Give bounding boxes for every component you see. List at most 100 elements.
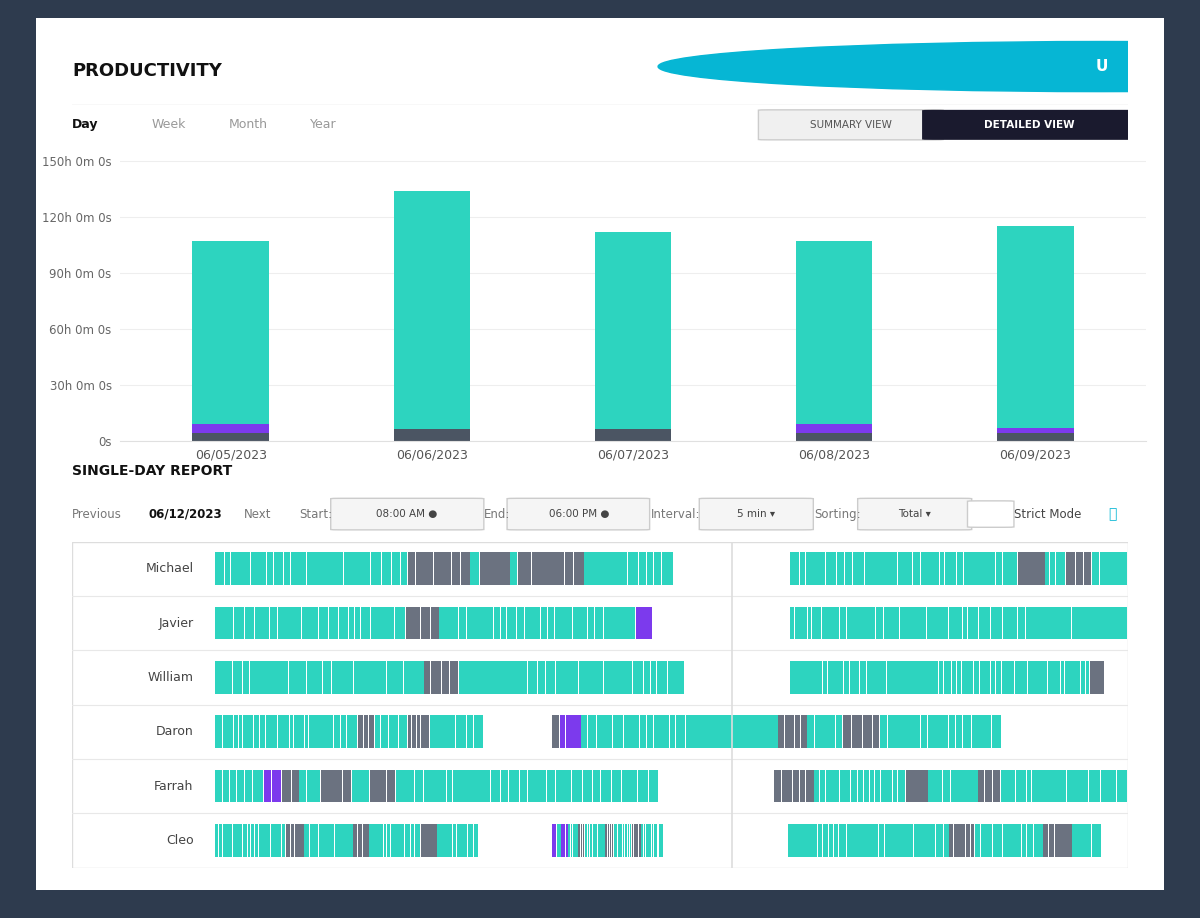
Bar — [286, 607, 295, 639]
Bar — [906, 824, 913, 856]
Bar — [227, 824, 233, 856]
Bar — [580, 607, 587, 639]
Bar — [997, 226, 1074, 428]
Bar — [860, 661, 866, 694]
Bar — [520, 769, 527, 802]
Bar — [391, 824, 394, 856]
Bar — [395, 607, 406, 639]
Bar — [1038, 607, 1045, 639]
Bar — [884, 607, 890, 639]
Bar — [215, 715, 218, 748]
Bar — [604, 824, 605, 856]
Bar — [796, 661, 803, 694]
Bar — [379, 661, 386, 694]
Bar — [817, 607, 821, 639]
Bar — [720, 715, 730, 748]
Bar — [294, 715, 300, 748]
Bar — [973, 607, 978, 639]
Bar — [269, 661, 281, 694]
Bar — [382, 553, 391, 585]
Bar — [906, 769, 913, 802]
Bar — [926, 607, 931, 639]
Bar — [910, 661, 914, 694]
Bar — [224, 661, 232, 694]
Bar — [661, 553, 667, 585]
Bar — [324, 824, 330, 856]
Bar — [467, 607, 474, 639]
Bar — [694, 715, 702, 748]
Bar — [892, 661, 896, 694]
Bar — [648, 769, 656, 802]
Bar — [949, 715, 955, 748]
Bar — [541, 607, 547, 639]
Bar — [414, 607, 420, 639]
Bar — [404, 824, 410, 856]
Bar — [902, 824, 906, 856]
Text: Strict Mode: Strict Mode — [1014, 508, 1081, 521]
Bar — [510, 553, 517, 585]
Bar — [1066, 824, 1072, 856]
Bar — [836, 553, 845, 585]
Bar — [1043, 824, 1048, 856]
Bar — [632, 715, 640, 748]
Bar — [896, 661, 904, 694]
Bar — [1037, 553, 1044, 585]
Bar — [1070, 553, 1075, 585]
Bar — [853, 824, 857, 856]
Bar — [259, 553, 266, 585]
Bar — [1002, 607, 1010, 639]
Bar — [254, 607, 260, 639]
Bar — [234, 607, 244, 639]
Bar — [1056, 553, 1060, 585]
Bar — [1114, 553, 1118, 585]
Bar — [908, 553, 912, 585]
Bar — [661, 824, 662, 856]
Bar — [245, 607, 254, 639]
Bar — [860, 553, 864, 585]
Bar — [654, 715, 661, 748]
Bar — [364, 553, 370, 585]
Bar — [893, 553, 898, 585]
Bar — [928, 715, 937, 748]
Bar — [1073, 769, 1081, 802]
Bar — [556, 769, 562, 802]
Bar — [968, 553, 974, 585]
Bar — [518, 553, 523, 585]
Bar — [341, 824, 346, 856]
Bar — [1001, 769, 1007, 802]
Bar — [845, 553, 852, 585]
Bar — [1097, 824, 1102, 856]
Bar — [974, 661, 979, 694]
Bar — [223, 715, 229, 748]
Bar — [439, 769, 446, 802]
Bar — [811, 824, 817, 856]
Bar — [997, 607, 1002, 639]
Bar — [361, 607, 370, 639]
Bar — [1097, 661, 1103, 694]
Bar — [1003, 553, 1009, 585]
Bar — [629, 607, 635, 639]
Bar — [305, 715, 308, 748]
Bar — [547, 607, 554, 639]
Bar — [394, 715, 398, 748]
Text: Total ▾: Total ▾ — [899, 509, 931, 519]
Bar — [1106, 553, 1112, 585]
Bar — [914, 661, 919, 694]
Bar — [386, 661, 394, 694]
Bar — [281, 661, 288, 694]
Bar — [588, 824, 589, 856]
Bar — [352, 715, 358, 748]
Bar — [826, 553, 829, 585]
Bar — [986, 661, 990, 694]
Bar — [799, 553, 805, 585]
Bar — [622, 661, 632, 694]
Bar — [613, 715, 624, 748]
Bar — [332, 769, 342, 802]
Bar — [572, 769, 582, 802]
Bar — [215, 769, 222, 802]
Bar — [452, 824, 456, 856]
Bar — [913, 553, 920, 585]
Bar — [1032, 769, 1039, 802]
Bar — [815, 769, 820, 802]
Bar — [388, 769, 395, 802]
